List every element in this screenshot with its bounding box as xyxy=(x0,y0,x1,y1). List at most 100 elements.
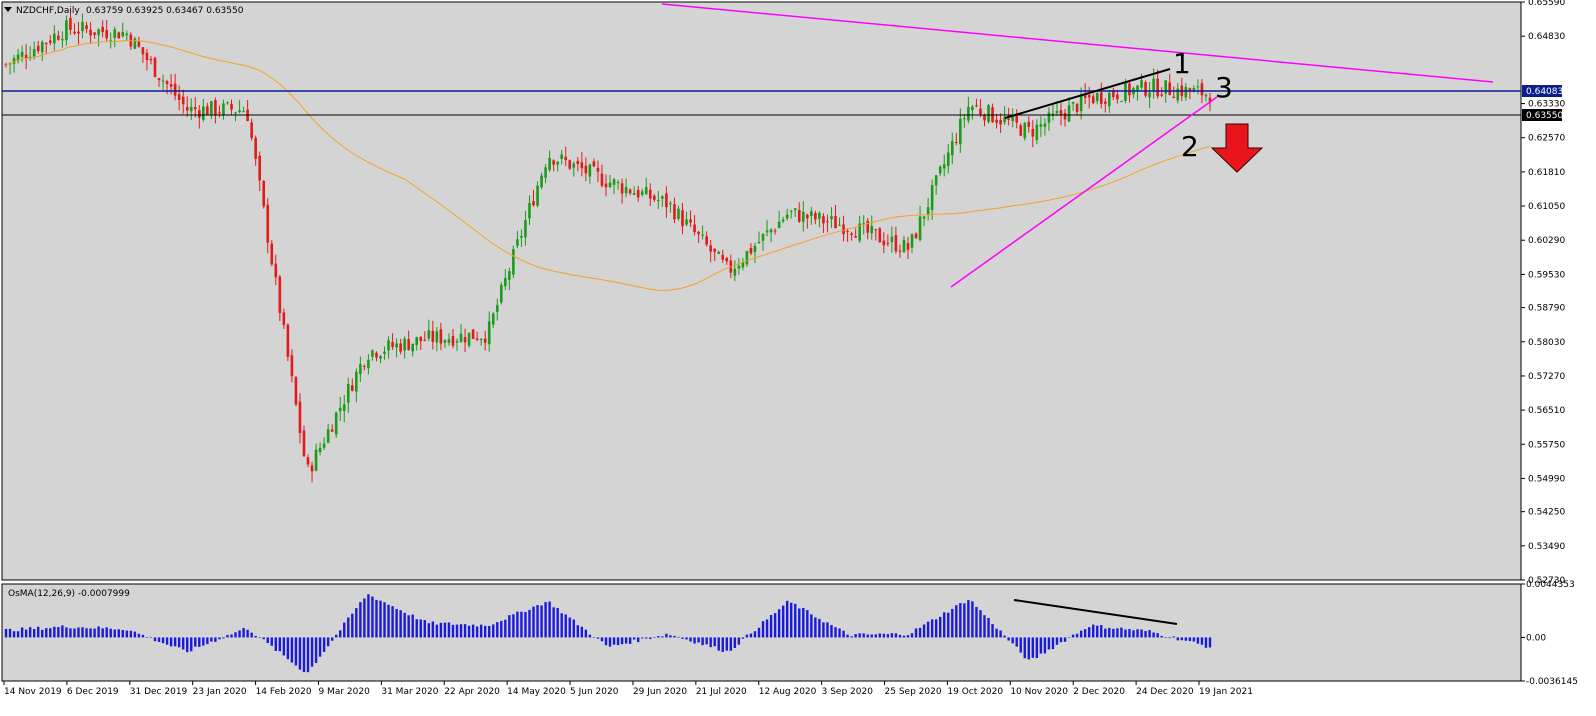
candle-body xyxy=(898,250,902,252)
osma-bar xyxy=(89,628,92,638)
candle-body xyxy=(375,352,378,358)
osma-bar xyxy=(991,624,994,638)
price-tick-label: 0.58030 xyxy=(1528,338,1565,348)
osma-bar xyxy=(403,612,406,638)
candle-body xyxy=(491,313,495,325)
osma-bar xyxy=(113,629,116,638)
candle-body xyxy=(604,183,608,188)
osma-bar xyxy=(810,614,813,638)
osma-bar xyxy=(967,600,970,638)
candle-body xyxy=(858,223,861,241)
candle-body xyxy=(85,25,88,30)
candle-body xyxy=(544,167,547,178)
candle-body xyxy=(552,160,555,165)
osma-bar xyxy=(721,637,724,652)
osma-bar xyxy=(693,637,696,644)
candle-body xyxy=(1071,102,1075,104)
osma-bar xyxy=(588,634,592,638)
price-axis: 0.65590 0.64830 0.63330 0.62570 0.61810 0.610… xyxy=(1521,0,1565,586)
candle-body xyxy=(721,255,725,260)
osma-bar xyxy=(129,630,133,638)
osma-bar xyxy=(512,614,515,638)
candle-body xyxy=(463,337,467,343)
candle-body xyxy=(338,407,342,412)
osma-bar xyxy=(914,628,918,638)
osma-bar xyxy=(1184,637,1188,641)
candle-body xyxy=(612,179,616,185)
candle-body xyxy=(580,162,584,169)
candle-body xyxy=(818,212,821,219)
long-term-trendline[interactable] xyxy=(661,3,1494,83)
osma-bar xyxy=(427,623,431,638)
osma-bar xyxy=(1063,637,1067,642)
osma-bar xyxy=(1007,637,1010,641)
osma-bar xyxy=(580,626,584,638)
candle-body xyxy=(173,83,177,96)
candle-body xyxy=(1160,94,1163,96)
candle-body xyxy=(93,32,96,35)
osma-bar xyxy=(838,628,841,638)
candle-body xyxy=(32,49,36,57)
osma-bar xyxy=(439,622,443,638)
candle-body xyxy=(286,324,290,357)
candle-body xyxy=(693,224,696,233)
osma-bar xyxy=(1092,624,1095,638)
osma-bar xyxy=(773,613,777,638)
candle-body xyxy=(1156,78,1159,97)
candle-body xyxy=(334,412,338,435)
candle-body xyxy=(73,31,76,34)
osma-bar xyxy=(1136,629,1139,638)
candle-body xyxy=(995,119,998,123)
osma-bar xyxy=(697,637,700,643)
candle-body xyxy=(202,106,205,120)
osma-bar xyxy=(1192,637,1196,642)
osma-bar xyxy=(379,600,382,638)
candle-body xyxy=(250,122,253,138)
osma-bar xyxy=(246,629,249,638)
time-tick-label: 12 Aug 2020 xyxy=(759,687,817,697)
candle-body xyxy=(1144,82,1147,96)
candle-body xyxy=(423,339,427,341)
osma-bar xyxy=(1019,637,1022,653)
osma-bar xyxy=(57,627,60,638)
candle-body xyxy=(632,192,636,195)
osma-bar xyxy=(165,637,169,645)
candle-body xyxy=(322,443,326,448)
osma-tick-label: -0.0036145 xyxy=(1526,677,1578,687)
osma-divergence-line[interactable] xyxy=(1013,599,1178,625)
candle-body xyxy=(16,54,20,61)
candle-body xyxy=(560,154,563,159)
candle-body xyxy=(145,52,149,60)
candle-body xyxy=(1039,124,1043,127)
time-tick-label: 31 Mar 2020 xyxy=(381,687,438,697)
candle-body xyxy=(165,81,169,85)
osma-bar xyxy=(584,629,588,638)
candle-body xyxy=(53,33,56,44)
osma-bar xyxy=(532,606,535,638)
chart-menu-triangle-icon[interactable] xyxy=(4,7,12,12)
osma-bar xyxy=(109,628,112,638)
candle-body xyxy=(1103,101,1107,104)
osma-bar xyxy=(854,634,857,638)
price-panel[interactable] xyxy=(1,1,1522,581)
osma-bar xyxy=(624,637,628,644)
osma-panel[interactable] xyxy=(1,583,1522,682)
osma-bar xyxy=(979,610,982,638)
osma-bar xyxy=(959,603,962,638)
candle-body xyxy=(230,104,233,110)
osma-bar xyxy=(20,627,24,638)
candle-body xyxy=(1108,92,1111,107)
time-tick-label: 5 Jun 2020 xyxy=(570,687,619,697)
candle-body xyxy=(234,112,237,114)
osma-axis: 0.0044353 0.00 -0.0036145 xyxy=(1521,580,1578,687)
osma-bar xyxy=(467,625,471,638)
candle-body xyxy=(536,185,539,206)
candle-body xyxy=(886,242,890,244)
osma-bar xyxy=(435,624,439,638)
osma-bar xyxy=(117,629,120,638)
rising-support-trendline[interactable] xyxy=(950,96,1218,288)
candle-body xyxy=(596,167,600,172)
candle-body xyxy=(1200,83,1204,96)
price-divergence-line[interactable] xyxy=(1004,68,1171,119)
